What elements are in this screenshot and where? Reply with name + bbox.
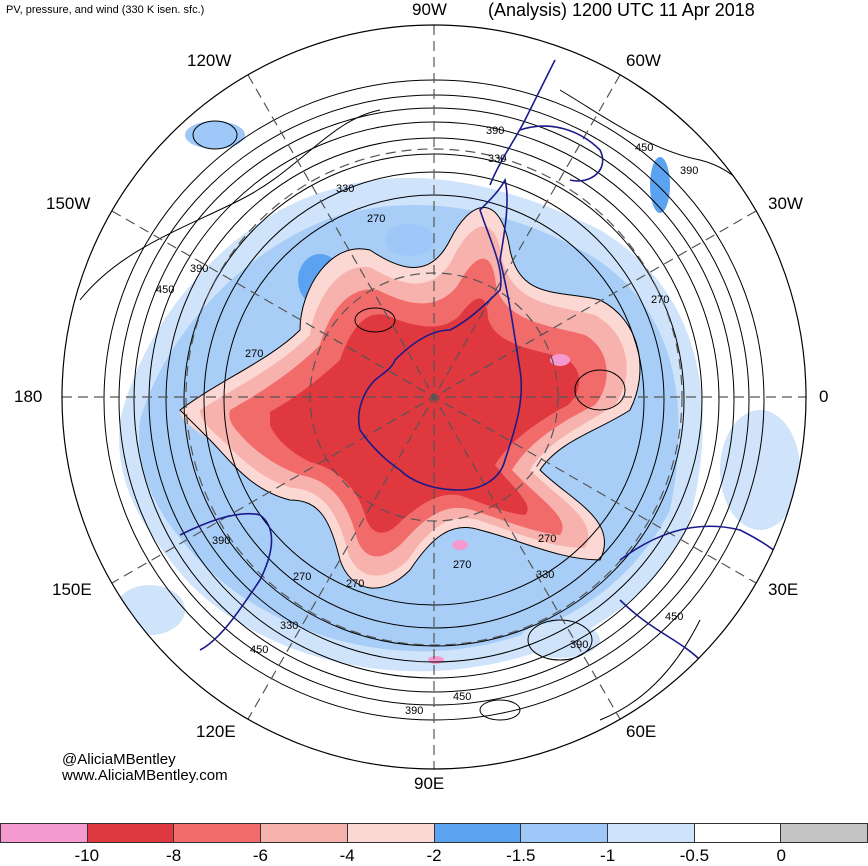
contour-label: 450	[250, 644, 268, 656]
colorbar-tick-label: -2	[426, 846, 442, 865]
map-title: (Analysis) 1200 UTC 11 Apr 2018	[488, 0, 755, 20]
colorbar-swatch	[433, 823, 521, 843]
contour-label: 390	[486, 125, 504, 137]
colorbar-tick-label: -4	[339, 846, 355, 865]
map-border	[61, 24, 807, 770]
credit-url[interactable]: www.AliciaMBentley.com	[62, 767, 228, 784]
lon-label-150w: 150W	[46, 194, 91, 213]
contour-label: 270	[367, 213, 385, 225]
colorbar-swatch	[780, 823, 868, 843]
contour-label: 390	[190, 263, 208, 275]
colorbar-swatch	[0, 823, 87, 843]
contour-label: 330	[336, 183, 354, 195]
map-subtitle: PV, pressure, and wind (330 K isen. sfc.…	[6, 4, 205, 16]
colorbar	[0, 823, 868, 843]
contour-label: 270	[453, 559, 471, 571]
colorbar-swatch	[173, 823, 261, 843]
contour-label: 270	[538, 533, 556, 545]
colorbar-swatch	[606, 823, 694, 843]
contour-label: 390	[212, 535, 230, 547]
pv-red-regions	[180, 207, 640, 664]
lon-label-180: 180	[14, 387, 43, 406]
lon-label-90w: 90W	[412, 0, 447, 19]
lon-label-90e: 90E	[414, 774, 445, 793]
contour-label: 270	[651, 294, 669, 306]
contour-label: 450	[156, 284, 174, 296]
contour-label: 450	[453, 691, 471, 703]
colorbar-swatch	[260, 823, 347, 843]
colorbar-swatch	[86, 823, 174, 843]
credit-handle: @AliciaMBentley	[62, 751, 176, 768]
colorbar-tick-label: -6	[252, 846, 268, 865]
lon-label-60w: 60W	[626, 51, 661, 70]
contour-label: 330	[488, 153, 506, 165]
contour-label: 270	[245, 348, 263, 360]
graticule	[62, 25, 806, 769]
colorbar-tick-label: 0	[776, 846, 786, 865]
contour-label: 330	[536, 569, 554, 581]
contour-label: 390	[405, 705, 423, 717]
contour-label: 270	[346, 578, 364, 590]
colorbar-swatch	[520, 823, 607, 843]
contour-label: 390	[680, 165, 698, 177]
contour-label-group: 390 330 450 390 330 270 390 450 270 270 …	[156, 125, 698, 717]
contour-label: 450	[665, 611, 683, 623]
contour-label: 270	[293, 571, 311, 583]
lon-label-0: 0	[819, 387, 829, 406]
lon-label-120e: 120E	[196, 722, 236, 741]
lon-label-150e: 150E	[52, 580, 92, 599]
colorbar-tick-label: -1.5	[506, 846, 536, 865]
lon-label-120w: 120W	[187, 51, 232, 70]
coastlines	[179, 59, 801, 661]
map-fields	[62, 25, 806, 769]
contour-label: 330	[280, 620, 298, 632]
colorbar-tick-label: -1	[600, 846, 616, 865]
colorbar-tick-label: -0.5	[679, 846, 710, 865]
contour-label: 450	[635, 142, 653, 154]
polar-map: 390 330 450 390 330 270 390 450 270 270 …	[61, 24, 807, 770]
colorbar-swatch	[693, 823, 781, 843]
colorbar-tick-label: -10	[74, 846, 100, 865]
lon-label-60e: 60E	[626, 722, 657, 741]
lon-label-30e: 30E	[768, 580, 799, 599]
contour-label: 390	[570, 639, 588, 651]
lon-label-30w: 30W	[768, 194, 803, 213]
colorbar-tick-label: -8	[166, 846, 182, 865]
colorbar-swatch	[346, 823, 434, 843]
